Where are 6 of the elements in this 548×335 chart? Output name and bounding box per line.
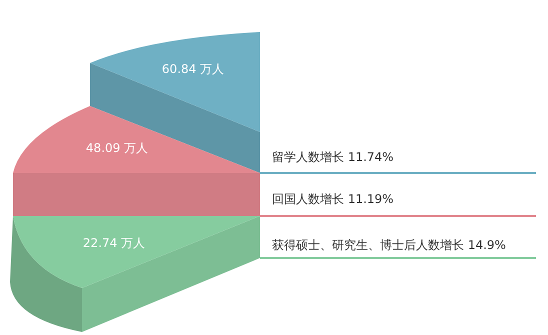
data-label: 60.84 万人 [162,62,224,76]
data-label: 22.74 万人 [82,236,146,250]
category-label: 获得硕士、研究生、博士后人数增长 14.9% [272,238,506,252]
category-label: 回国人数增长 11.19% [272,192,394,206]
category-label: 留学人数增长 11.74% [272,150,394,164]
data-label: 48.09 万人 [86,141,148,155]
